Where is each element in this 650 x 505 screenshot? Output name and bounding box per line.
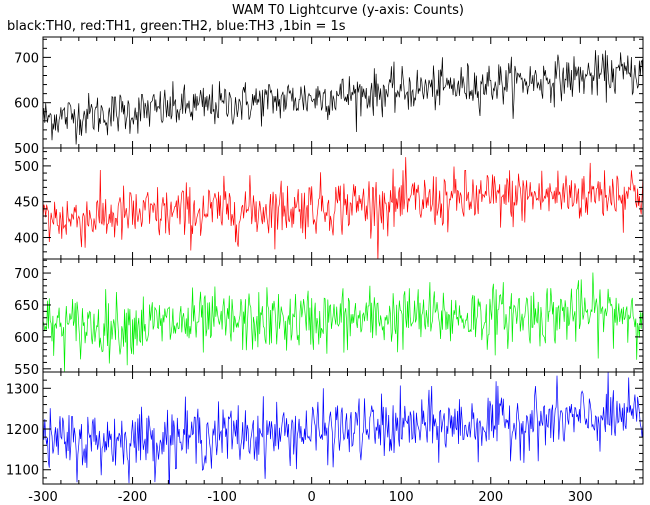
y-tick-label: 600 xyxy=(14,331,39,346)
x-tick-label: 200 xyxy=(478,490,503,505)
y-tick-label: 600 xyxy=(14,97,39,112)
x-tick-label: 300 xyxy=(568,490,593,505)
x-tick-label: 0 xyxy=(308,490,316,505)
panel-frame xyxy=(42,258,644,373)
panel-th3: 1100 1200 1300 xyxy=(6,371,644,485)
y-tick-label: 1100 xyxy=(6,464,39,479)
x-tick-label: -300 xyxy=(28,490,58,505)
y-tick-label: 700 xyxy=(14,267,39,282)
panel-th1: 400 450 500 xyxy=(14,147,644,260)
y-tick-label: 450 xyxy=(14,196,39,211)
panel-th0: 500 600 700 xyxy=(14,36,644,157)
x-tick-label: 100 xyxy=(389,490,414,505)
chart-title: WAM T0 Lightcurve (y-axis: Counts) xyxy=(232,3,464,18)
y-tick-label: 700 xyxy=(14,51,39,66)
chart-subtitle: black:TH0, red:TH1, green:TH2, blue:TH3 … xyxy=(7,19,346,34)
panel-th2: 550 600 650 700 xyxy=(14,258,644,378)
y-tick-label: 1200 xyxy=(6,423,39,438)
y-tick-label: 650 xyxy=(14,299,39,314)
series-line-th1 xyxy=(43,157,643,259)
panel-frame xyxy=(42,371,644,485)
series-line-th3 xyxy=(43,372,643,484)
y-tick-label: 1300 xyxy=(6,382,39,397)
panels: 500 600 700 400 450 500 550 600 650 700 1100 1200 13… xyxy=(6,36,644,485)
x-tick-label: -100 xyxy=(207,490,237,505)
y-tick-label: 500 xyxy=(14,142,39,157)
x-axis: -300 -200 -100 0 100 200 300 xyxy=(28,490,592,505)
series-line-th0 xyxy=(43,50,643,145)
panel-frame xyxy=(42,36,644,149)
x-tick-label: -200 xyxy=(118,490,148,505)
y-tick-label: 550 xyxy=(14,363,39,378)
y-tick-label: 400 xyxy=(14,232,39,247)
y-tick-label: 500 xyxy=(14,160,39,175)
series-line-th2 xyxy=(43,272,643,372)
